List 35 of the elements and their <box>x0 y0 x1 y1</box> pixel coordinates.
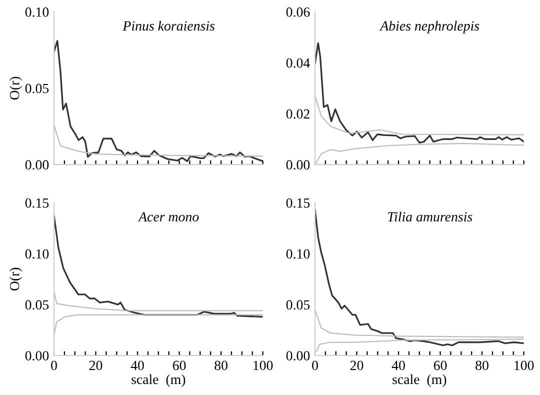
x-axis-title: scale (m) <box>392 374 446 387</box>
x-tick-label: 0 <box>312 360 318 370</box>
y-tick-label: 0.05 <box>25 84 49 94</box>
y-tick-label: 0.04 <box>286 58 310 68</box>
y-tick-label: 0.00 <box>286 160 310 170</box>
y-tick-label: 0.00 <box>286 351 310 361</box>
y-tick-label: 0.05 <box>25 300 49 310</box>
y-tick-label: 0.02 <box>286 109 310 119</box>
y-tick-label: 0.10 <box>25 249 49 259</box>
chart-title: Tilia amurensis <box>388 212 472 222</box>
x-tick-label: 80 <box>476 360 488 370</box>
y-tick-label: 0.05 <box>286 300 310 310</box>
x-tick-label: 60 <box>172 360 186 370</box>
y-tick-label: 0.10 <box>286 249 310 259</box>
y-axis-title: O(r) <box>9 76 22 100</box>
x-axis-title: scale (m) <box>132 374 186 387</box>
x-tick-label: 20 <box>89 360 102 370</box>
y-axis-title: O(r) <box>9 268 22 291</box>
x-tick-label: 20 <box>350 360 364 370</box>
x-tick-label: 60 <box>434 360 447 370</box>
x-tick-label: 100 <box>514 360 534 370</box>
x-tick-label: 100 <box>254 360 273 370</box>
y-tick-label: 0.00 <box>25 351 49 361</box>
y-tick-label: 0.06 <box>286 7 310 17</box>
chart-title: Pinus koraiensis <box>122 20 215 31</box>
y-tick-label: 0.00 <box>25 160 49 170</box>
y-tick-label: 0.15 <box>286 198 310 208</box>
x-tick-label: 0 <box>51 360 57 370</box>
x-tick-label: 40 <box>130 360 144 370</box>
y-tick-label: 0.15 <box>25 198 49 208</box>
text: Abies nephrolepis <box>379 20 480 34</box>
x-tick-label: 40 <box>392 360 405 370</box>
x-tick-label: 80 <box>214 360 228 370</box>
y-tick-label: 0.10 <box>25 7 49 17</box>
text: Acer mono <box>138 212 199 222</box>
